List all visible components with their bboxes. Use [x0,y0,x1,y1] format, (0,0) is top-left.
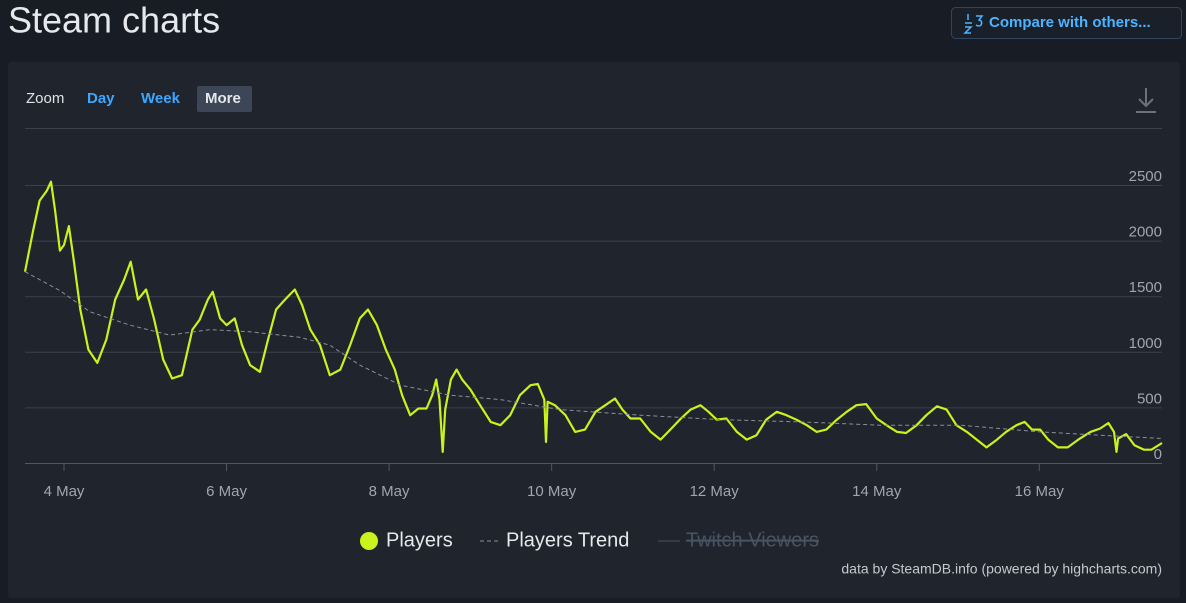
y-tick-label: 1500 [1129,279,1162,296]
zoom-label: Zoom [26,90,64,107]
zoom-option-label: Week [141,90,181,107]
x-tick-label: 16 May [1015,483,1065,500]
y-tick-label: 500 [1137,390,1162,407]
zoom-active-bg [197,86,252,112]
x-tick-label: 14 May [852,483,902,500]
zoom-option[interactable]: Week [141,90,181,107]
download-icon[interactable] [1136,88,1156,113]
zoom-option[interactable]: Day [87,90,115,107]
credits: data by SteamDB.info (powered by highcha… [841,561,1162,577]
y-tick-label: 2500 [1129,168,1162,185]
page-title: Steam charts [8,0,220,41]
chart-panel [8,62,1180,598]
x-tick-label: 4 May [44,483,85,500]
compare-button[interactable]: Compare with others... [951,7,1182,39]
legend-label: Players [386,529,453,551]
y-tick-label: 1000 [1129,335,1162,352]
y-tick-label: 0 [1154,446,1162,463]
zoom-option-label: More [205,90,241,107]
x-tick-label: 8 May [369,483,410,500]
zoom-buttons: Day Week More [87,86,252,112]
series-line [24,271,1163,439]
x-tick-label: 10 May [527,483,577,500]
zoom-option-label: Day [87,90,115,107]
button-label: Compare with others... [989,14,1151,31]
legend-label: Players Trend [506,529,629,551]
legend-item[interactable]: Players [360,529,453,551]
legend-item[interactable]: Players Trend [480,529,629,551]
x-tick-label: 6 May [206,483,247,500]
zoom-option[interactable]: More [197,86,252,112]
legend-symbol [360,532,378,550]
y-tick-label: 2000 [1129,224,1162,241]
x-tick-label: 12 May [690,483,740,500]
compare-icon [963,14,984,34]
legend-label: Twitch Viewers [686,529,819,551]
series-line [23,180,1163,453]
legend-item[interactable]: Twitch Viewers [658,529,819,551]
button-frame [951,7,1182,39]
